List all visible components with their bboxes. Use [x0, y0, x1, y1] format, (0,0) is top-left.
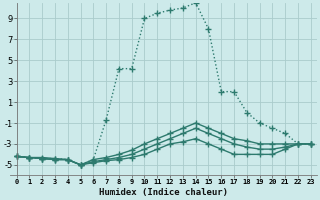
X-axis label: Humidex (Indice chaleur): Humidex (Indice chaleur)	[99, 188, 228, 197]
